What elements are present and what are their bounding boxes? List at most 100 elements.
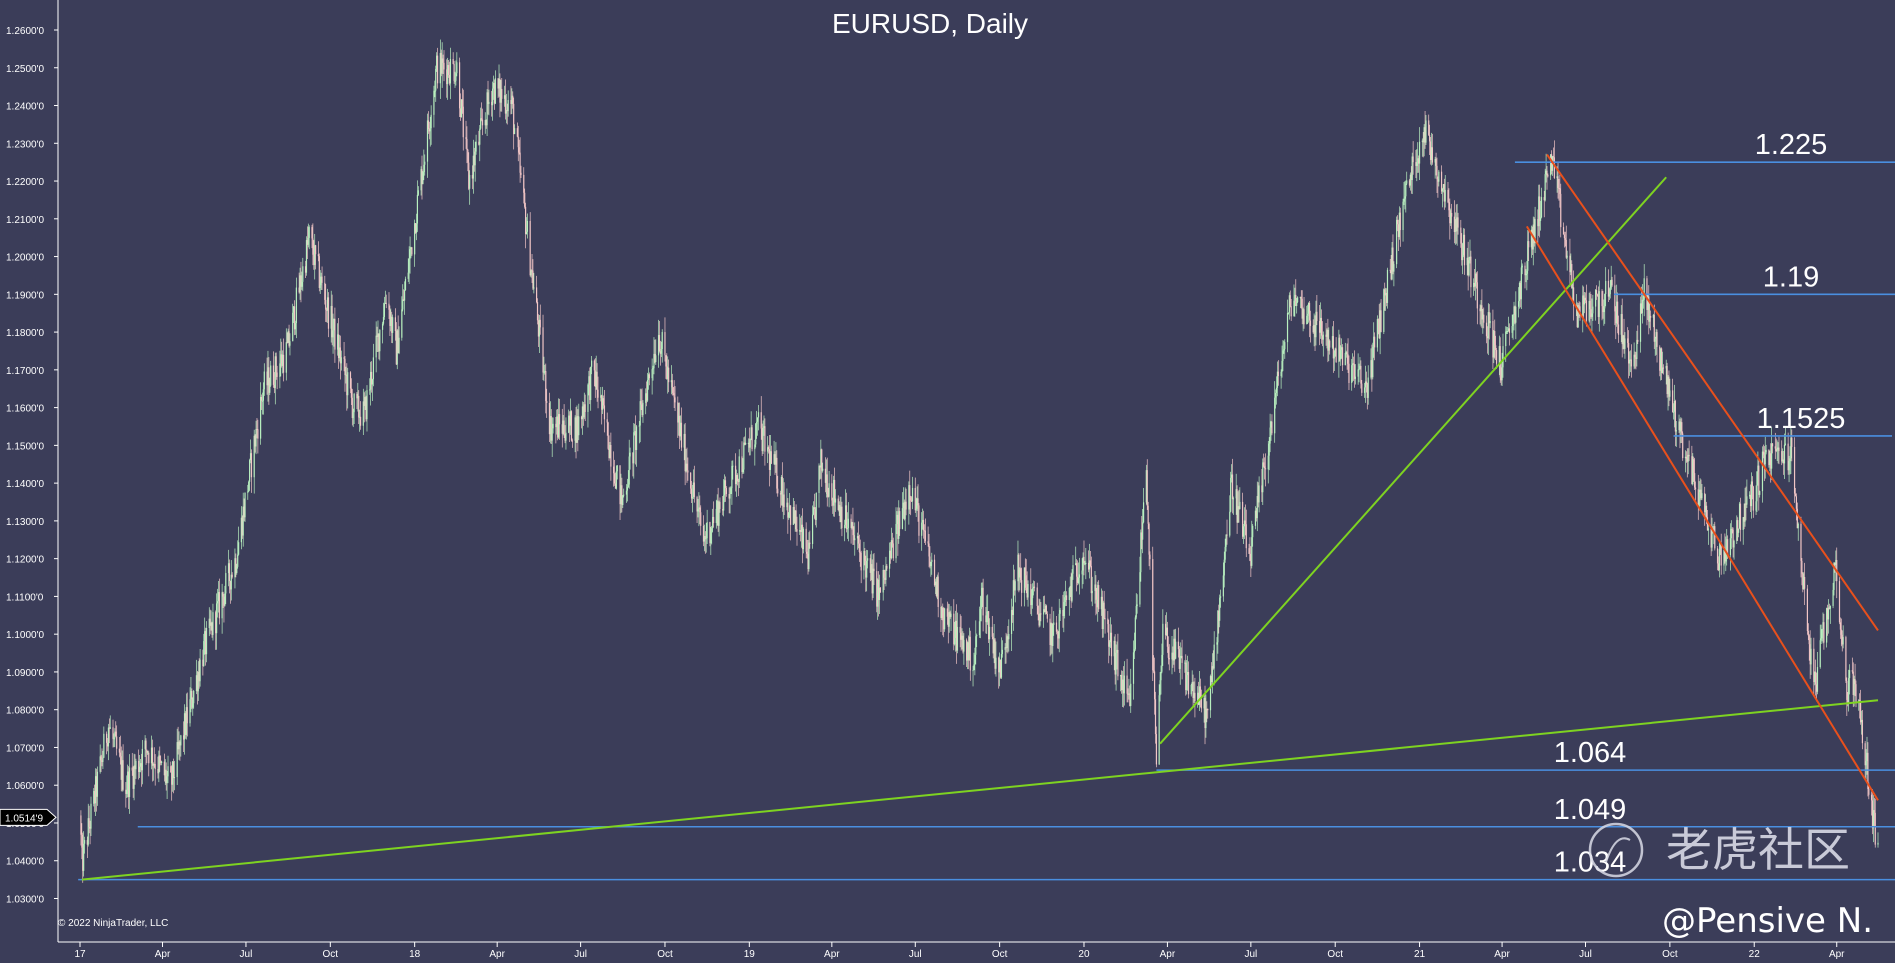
candle-down — [1795, 496, 1797, 509]
candle-down — [699, 507, 701, 513]
price-tick-label: 1.2500'0 — [6, 64, 44, 75]
candle-down — [1255, 510, 1257, 519]
candle-down — [1637, 339, 1639, 342]
candle-down — [1153, 670, 1155, 672]
candle-down — [151, 747, 154, 766]
candle-down — [1854, 679, 1856, 685]
candle-down — [1617, 301, 1619, 325]
candle-up — [1190, 684, 1192, 695]
candle-up — [1239, 501, 1241, 509]
candle-down — [536, 302, 539, 321]
last-price-label: 1.0514'9 — [5, 813, 43, 824]
candle-up — [379, 329, 381, 352]
candle-up — [562, 420, 564, 434]
candle-down — [1473, 282, 1476, 287]
candle-up — [657, 335, 660, 356]
candle-down — [582, 406, 584, 418]
candle-up — [1556, 176, 1558, 178]
candle-up — [633, 432, 635, 464]
candle-up — [225, 573, 227, 594]
candle-up — [1044, 605, 1047, 612]
candle-up — [1100, 596, 1103, 610]
time-tick-label: Jul — [240, 949, 253, 960]
candle-up — [1198, 686, 1201, 705]
candle-up — [221, 592, 223, 619]
candle-up — [1719, 543, 1721, 550]
candle-down — [529, 220, 531, 276]
candle-down — [606, 419, 608, 423]
level-label: 1.064 — [1554, 737, 1627, 769]
candle-down — [1429, 134, 1431, 142]
candle-down — [684, 433, 686, 472]
candle-up — [1222, 575, 1224, 597]
candle-up — [944, 608, 946, 630]
candle-up — [1135, 606, 1137, 618]
candle-down — [1476, 282, 1478, 309]
candle-down — [1005, 647, 1007, 649]
candle-down — [760, 412, 762, 429]
candle-down — [325, 299, 327, 310]
candle-down — [1033, 586, 1036, 588]
candle-down — [1500, 377, 1502, 381]
candle-up — [901, 508, 904, 529]
candle-down — [751, 427, 753, 450]
candle-down — [806, 551, 808, 554]
candle-up — [1826, 608, 1828, 643]
candle-down — [1181, 655, 1183, 663]
candle-up — [1462, 255, 1464, 261]
candle-up — [587, 384, 589, 412]
candle-down — [1024, 567, 1026, 576]
candle-down — [1483, 314, 1485, 323]
candle-up — [1014, 581, 1016, 591]
candle-up — [1750, 481, 1753, 507]
candle-down — [774, 454, 776, 465]
candle-down — [1611, 279, 1613, 286]
candle-down — [1316, 311, 1318, 322]
candle-up — [961, 635, 963, 640]
candle-down — [298, 287, 300, 293]
candle-up — [583, 404, 585, 418]
candle-up — [469, 175, 471, 189]
candle-up — [1128, 693, 1130, 695]
candle-down — [1303, 309, 1305, 325]
candle-up — [138, 766, 141, 772]
candle-down — [1807, 630, 1809, 636]
candle-up — [1755, 501, 1757, 511]
candle-up — [642, 402, 644, 416]
candle-up — [999, 659, 1001, 673]
candle-up — [1742, 517, 1744, 530]
candle-down — [1847, 699, 1849, 703]
candle-up — [1821, 629, 1823, 639]
candle-up — [353, 393, 355, 413]
candle-up — [433, 90, 435, 115]
candle-down — [1361, 383, 1363, 393]
candle-down — [131, 767, 133, 771]
candle-up — [424, 161, 426, 165]
candle-down — [1659, 346, 1661, 371]
candle-up — [1081, 570, 1083, 575]
candle-down — [1688, 454, 1690, 457]
candle-down — [1508, 328, 1511, 333]
candle-up — [844, 505, 847, 525]
candle-up — [410, 247, 412, 250]
candle-down — [272, 365, 275, 385]
candle-down — [223, 596, 225, 606]
candle-up — [90, 803, 92, 829]
candle-down — [350, 388, 352, 398]
candle-down — [1030, 584, 1032, 606]
candle-up — [382, 317, 385, 324]
candle-up — [1540, 197, 1543, 218]
candle-up — [375, 335, 377, 358]
candle-up — [825, 474, 827, 483]
candle-down — [1101, 596, 1103, 630]
candle-up — [1302, 309, 1304, 319]
candle-up — [730, 488, 732, 494]
candle-down — [391, 316, 393, 333]
candle-up — [1701, 493, 1703, 499]
candle-up — [1628, 359, 1631, 364]
candle-up — [372, 357, 375, 380]
candle-down — [671, 380, 673, 388]
candle-up — [1396, 219, 1398, 265]
candle-down — [1154, 699, 1157, 735]
